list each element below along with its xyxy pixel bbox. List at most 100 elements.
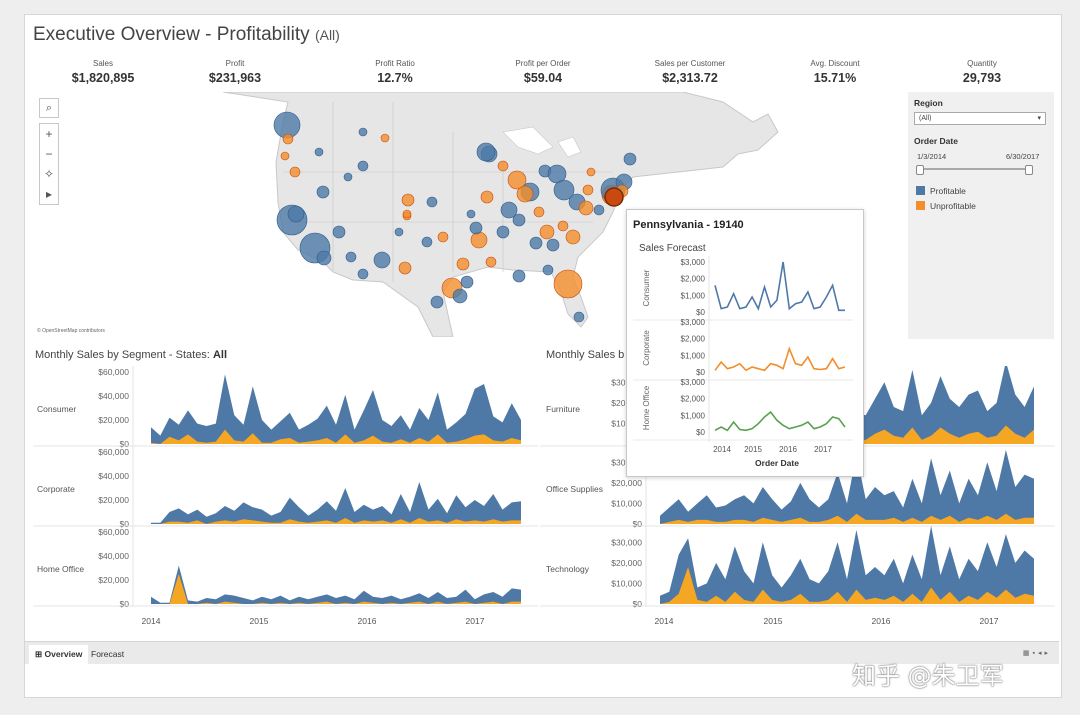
- map-marker-profitable[interactable]: [394, 227, 404, 237]
- zoom-out-button[interactable]: −: [45, 147, 53, 161]
- y-tick-label: $0: [120, 439, 130, 449]
- map-marker-profitable[interactable]: [316, 185, 330, 199]
- tab-forecast[interactable]: Forecast: [91, 649, 125, 659]
- map-marker-selected[interactable]: [604, 187, 624, 207]
- map-state-borders: [283, 102, 613, 282]
- map-marker-profitable[interactable]: [500, 201, 518, 219]
- zoom-in-button[interactable]: +: [45, 127, 53, 141]
- y-tick-label: $3,000: [681, 318, 706, 327]
- y-tick-label: $3,000: [681, 378, 706, 387]
- area-total-office-supplies[interactable]: [660, 449, 1034, 524]
- area-unprofitable-technology[interactable]: [660, 567, 1034, 604]
- kpi-quantity: Quantity 29,793: [917, 59, 1047, 85]
- map-marker-profitable[interactable]: [287, 205, 305, 223]
- map-search-button[interactable]: ⌕: [39, 98, 59, 118]
- map-marker-profitable[interactable]: [553, 179, 575, 201]
- map-attribution: © OpenStreetMap contributors: [37, 328, 105, 334]
- y-tick-label: $0: [633, 519, 643, 529]
- map-marker-profitable[interactable]: [343, 172, 353, 182]
- map-marker-profitable[interactable]: [426, 196, 438, 208]
- map-marker-unprofitable[interactable]: [516, 185, 534, 203]
- date-slider-track[interactable]: [920, 168, 1030, 170]
- map-marker-unprofitable[interactable]: [485, 256, 497, 268]
- map-marker-profitable[interactable]: [460, 275, 474, 289]
- map-marker-unprofitable[interactable]: [497, 160, 509, 172]
- map-marker-unprofitable[interactable]: [401, 193, 415, 207]
- y-tick-label: $0: [120, 599, 130, 609]
- map-marker-unprofitable[interactable]: [280, 151, 290, 161]
- map-marker-profitable[interactable]: [345, 251, 357, 263]
- forecast-line-home-office: [714, 410, 846, 432]
- map-marker-unprofitable[interactable]: [553, 269, 583, 299]
- x-tick-label: 2017: [466, 616, 485, 626]
- map-marker-profitable[interactable]: [512, 269, 526, 283]
- map-marker-profitable[interactable]: [357, 160, 369, 172]
- map-marker-unprofitable[interactable]: [456, 257, 470, 271]
- segment-area-chart[interactable]: Consumer $60,000 $40,000 $20,000 $0 Corporate…: [33, 366, 538, 636]
- map-marker-profitable[interactable]: [452, 288, 468, 304]
- map-marker-profitable[interactable]: [430, 295, 444, 309]
- map-marker-unprofitable[interactable]: [582, 184, 594, 196]
- region-dropdown[interactable]: (All) ▾: [914, 112, 1046, 125]
- map-marker-unprofitable[interactable]: [289, 166, 301, 178]
- map-marker-unprofitable[interactable]: [539, 224, 555, 240]
- map-marker-unprofitable[interactable]: [380, 133, 390, 143]
- area-total-technology[interactable]: [660, 525, 1034, 604]
- tab-overview[interactable]: ⊞ Overview: [29, 645, 89, 664]
- map-marker-profitable[interactable]: [476, 142, 496, 162]
- y-tick-label: $1,000: [681, 351, 706, 360]
- map-marker-profitable[interactable]: [316, 250, 332, 266]
- kpi-value: 29,793: [962, 71, 1002, 85]
- legend-profitable[interactable]: Profitable: [916, 186, 966, 196]
- sheet-nav-icons[interactable]: ▦▪◂▸: [1022, 650, 1051, 657]
- play-icon[interactable]: ▸: [45, 187, 53, 201]
- map-marker-profitable[interactable]: [573, 311, 585, 323]
- area-total-home-office[interactable]: [151, 565, 521, 604]
- map-marker-unprofitable[interactable]: [557, 220, 569, 232]
- legend-unprofitable[interactable]: Unprofitable: [916, 201, 976, 211]
- map-marker-unprofitable[interactable]: [586, 167, 596, 177]
- date-slider-end-handle[interactable]: [1025, 165, 1033, 175]
- map-marker-profitable[interactable]: [357, 268, 369, 280]
- map-marker-profitable[interactable]: [469, 221, 483, 235]
- map-marker-profitable[interactable]: [542, 264, 554, 276]
- y-tick-label: $20,000: [611, 558, 642, 568]
- area-total-consumer[interactable]: [151, 374, 521, 444]
- map-marker-unprofitable[interactable]: [578, 200, 594, 216]
- map-marker-profitable[interactable]: [512, 213, 526, 227]
- map-marker-profitable[interactable]: [421, 236, 433, 248]
- y-tick-label: $20,000: [611, 478, 642, 488]
- map-marker-profitable[interactable]: [466, 209, 476, 219]
- map-marker-unprofitable[interactable]: [565, 229, 581, 245]
- kpi-profit: Profit $231,963: [170, 59, 300, 85]
- kpi-label: Profit: [225, 59, 245, 68]
- map-marker-unprofitable[interactable]: [282, 133, 294, 145]
- y-tick-label: $0: [696, 428, 705, 437]
- map-marker-profitable[interactable]: [358, 127, 368, 137]
- area-unprofitable-consumer[interactable]: [151, 429, 521, 444]
- panel-label: Home Office: [37, 564, 84, 574]
- area-unprofitable-office-supplies[interactable]: [660, 513, 1034, 524]
- map-marker-profitable[interactable]: [496, 225, 510, 239]
- date-slider-start-handle[interactable]: [916, 165, 924, 175]
- map-marker-unprofitable[interactable]: [470, 231, 488, 249]
- map-marker-profitable[interactable]: [546, 238, 560, 252]
- map-marker-profitable[interactable]: [314, 147, 324, 157]
- x-tick-label: 2017: [814, 445, 832, 454]
- map-marker-unprofitable[interactable]: [402, 209, 412, 219]
- map-marker-unprofitable[interactable]: [507, 170, 527, 190]
- map-marker-profitable[interactable]: [529, 236, 543, 250]
- map-marker-unprofitable[interactable]: [437, 231, 449, 243]
- map-marker-unprofitable[interactable]: [533, 206, 545, 218]
- area-total-corporate[interactable]: [151, 482, 521, 524]
- pin-icon[interactable]: ✧: [43, 167, 55, 181]
- x-tick-label: 2015: [764, 616, 783, 626]
- map-marker-profitable[interactable]: [332, 225, 346, 239]
- map-marker-unprofitable[interactable]: [398, 261, 412, 275]
- map-marker-profitable[interactable]: [593, 204, 605, 216]
- area-unprofitable-corporate[interactable]: [151, 518, 521, 524]
- map-marker-profitable[interactable]: [373, 251, 391, 269]
- x-tick-label: 2016: [872, 616, 891, 626]
- map-marker-profitable[interactable]: [623, 152, 637, 166]
- map-marker-unprofitable[interactable]: [480, 190, 494, 204]
